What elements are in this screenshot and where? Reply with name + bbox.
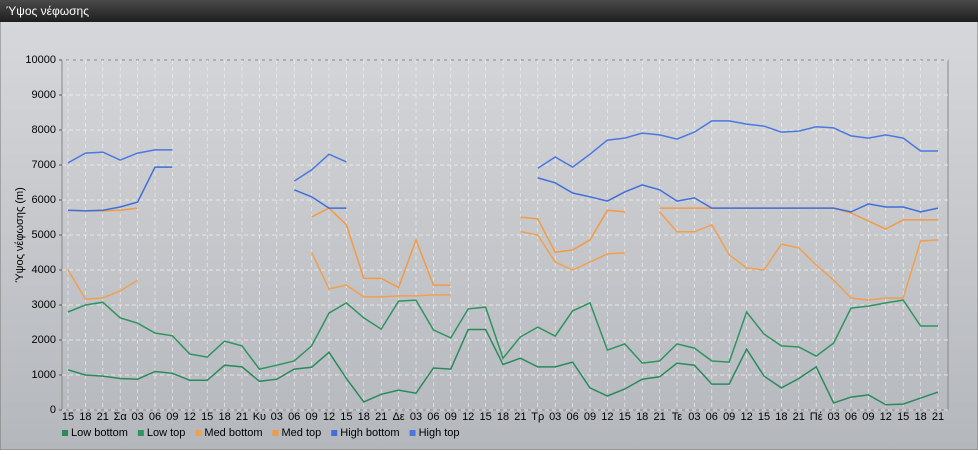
series-line xyxy=(67,211,939,301)
series-line xyxy=(67,120,938,182)
x-tick-label: 12 xyxy=(601,411,613,423)
x-tick-label: 15 xyxy=(758,411,770,423)
y-tick-label: 4000 xyxy=(32,264,56,276)
x-tick-label: 18 xyxy=(218,411,230,423)
x-tick-label: 18 xyxy=(636,411,648,423)
legend-swatch xyxy=(409,430,416,436)
legend-swatch xyxy=(272,430,279,436)
series-line xyxy=(67,166,939,213)
x-tick-label: Πέ xyxy=(810,411,823,423)
x-tick-label: 21 xyxy=(375,411,387,423)
x-tick-label: 03 xyxy=(827,411,839,423)
x-tick-label: 21 xyxy=(793,411,805,423)
x-tick-label: 15 xyxy=(340,411,352,423)
x-tick-label: 15 xyxy=(479,411,491,423)
legend-swatch xyxy=(331,430,338,436)
legend-label: Med top xyxy=(282,427,322,439)
x-tick-label: 21 xyxy=(236,411,248,423)
x-tick-label: 03 xyxy=(131,411,143,423)
x-tick-label: 06 xyxy=(566,411,578,423)
x-tick-label: 21 xyxy=(653,411,665,423)
x-tick-label: 09 xyxy=(862,411,874,423)
y-tick-label: 10000 xyxy=(25,54,56,66)
x-tick-label: 15 xyxy=(619,411,631,423)
y-tick-label: 2000 xyxy=(32,334,56,346)
legend-swatch xyxy=(137,430,144,436)
x-tick-label: 09 xyxy=(445,411,457,423)
x-tick-label: 18 xyxy=(79,411,91,423)
x-tick-label: Τε xyxy=(672,411,683,423)
x-tick-label: 15 xyxy=(201,411,213,423)
x-tick-label: 06 xyxy=(149,411,161,423)
x-tick-label: 09 xyxy=(305,411,317,423)
x-tick-label: 15 xyxy=(62,411,74,423)
y-axis-label: Ύψος νέφωσης (m) xyxy=(14,187,26,283)
series-line xyxy=(67,328,939,406)
legend-label: High top xyxy=(419,427,460,439)
legend-swatch xyxy=(62,430,68,436)
x-tick-label: Δε xyxy=(392,411,404,423)
legend-label: Low bottom xyxy=(71,427,128,439)
x-tick-label: 06 xyxy=(427,411,439,423)
y-tick-label: 7000 xyxy=(32,159,56,171)
y-tick-label: 1000 xyxy=(32,369,56,381)
x-tick-label: 21 xyxy=(514,411,526,423)
x-tick-label: 06 xyxy=(706,411,718,423)
legend-label: Med bottom xyxy=(204,427,262,439)
y-tick-label: 0 xyxy=(50,404,56,416)
legend-label: Low top xyxy=(147,427,186,439)
y-tick-label: 8000 xyxy=(32,124,56,136)
x-tick-label: 03 xyxy=(410,411,422,423)
y-tick-label: 5000 xyxy=(32,229,56,241)
x-tick-label: 21 xyxy=(932,411,944,423)
x-tick-label: 06 xyxy=(288,411,300,423)
x-tick-label: Σα xyxy=(114,411,128,423)
title-bar xyxy=(0,0,978,22)
x-tick-label: Κυ xyxy=(253,411,266,423)
x-tick-label: 09 xyxy=(723,411,735,423)
x-tick-label: 12 xyxy=(740,411,752,423)
x-tick-label: 15 xyxy=(897,411,909,423)
x-tick-label: 18 xyxy=(358,411,370,423)
x-tick-label: 09 xyxy=(166,411,178,423)
series-line xyxy=(67,299,938,370)
x-tick-label: 03 xyxy=(271,411,283,423)
x-tick-label: 09 xyxy=(584,411,596,423)
legend-swatch xyxy=(195,430,202,436)
x-tick-label: 12 xyxy=(880,411,892,423)
y-tick-label: 3000 xyxy=(32,299,56,311)
x-tick-label: 06 xyxy=(845,411,857,423)
x-tick-label: 12 xyxy=(462,411,474,423)
y-tick-label: 9000 xyxy=(32,89,56,101)
x-tick-label: 18 xyxy=(775,411,787,423)
x-tick-label: 18 xyxy=(914,411,926,423)
x-tick-label: 18 xyxy=(497,411,509,423)
x-tick-label: 03 xyxy=(549,411,561,423)
x-tick-label: 03 xyxy=(688,411,700,423)
window-title: Ύψος νέφωσης xyxy=(6,4,89,18)
legend-label: High bottom xyxy=(340,427,399,439)
y-tick-label: 6000 xyxy=(32,194,56,206)
x-tick-label: 12 xyxy=(323,411,335,423)
x-tick-label: 21 xyxy=(97,411,109,423)
x-tick-label: 12 xyxy=(184,411,196,423)
x-tick-label: Τρ xyxy=(531,411,544,423)
